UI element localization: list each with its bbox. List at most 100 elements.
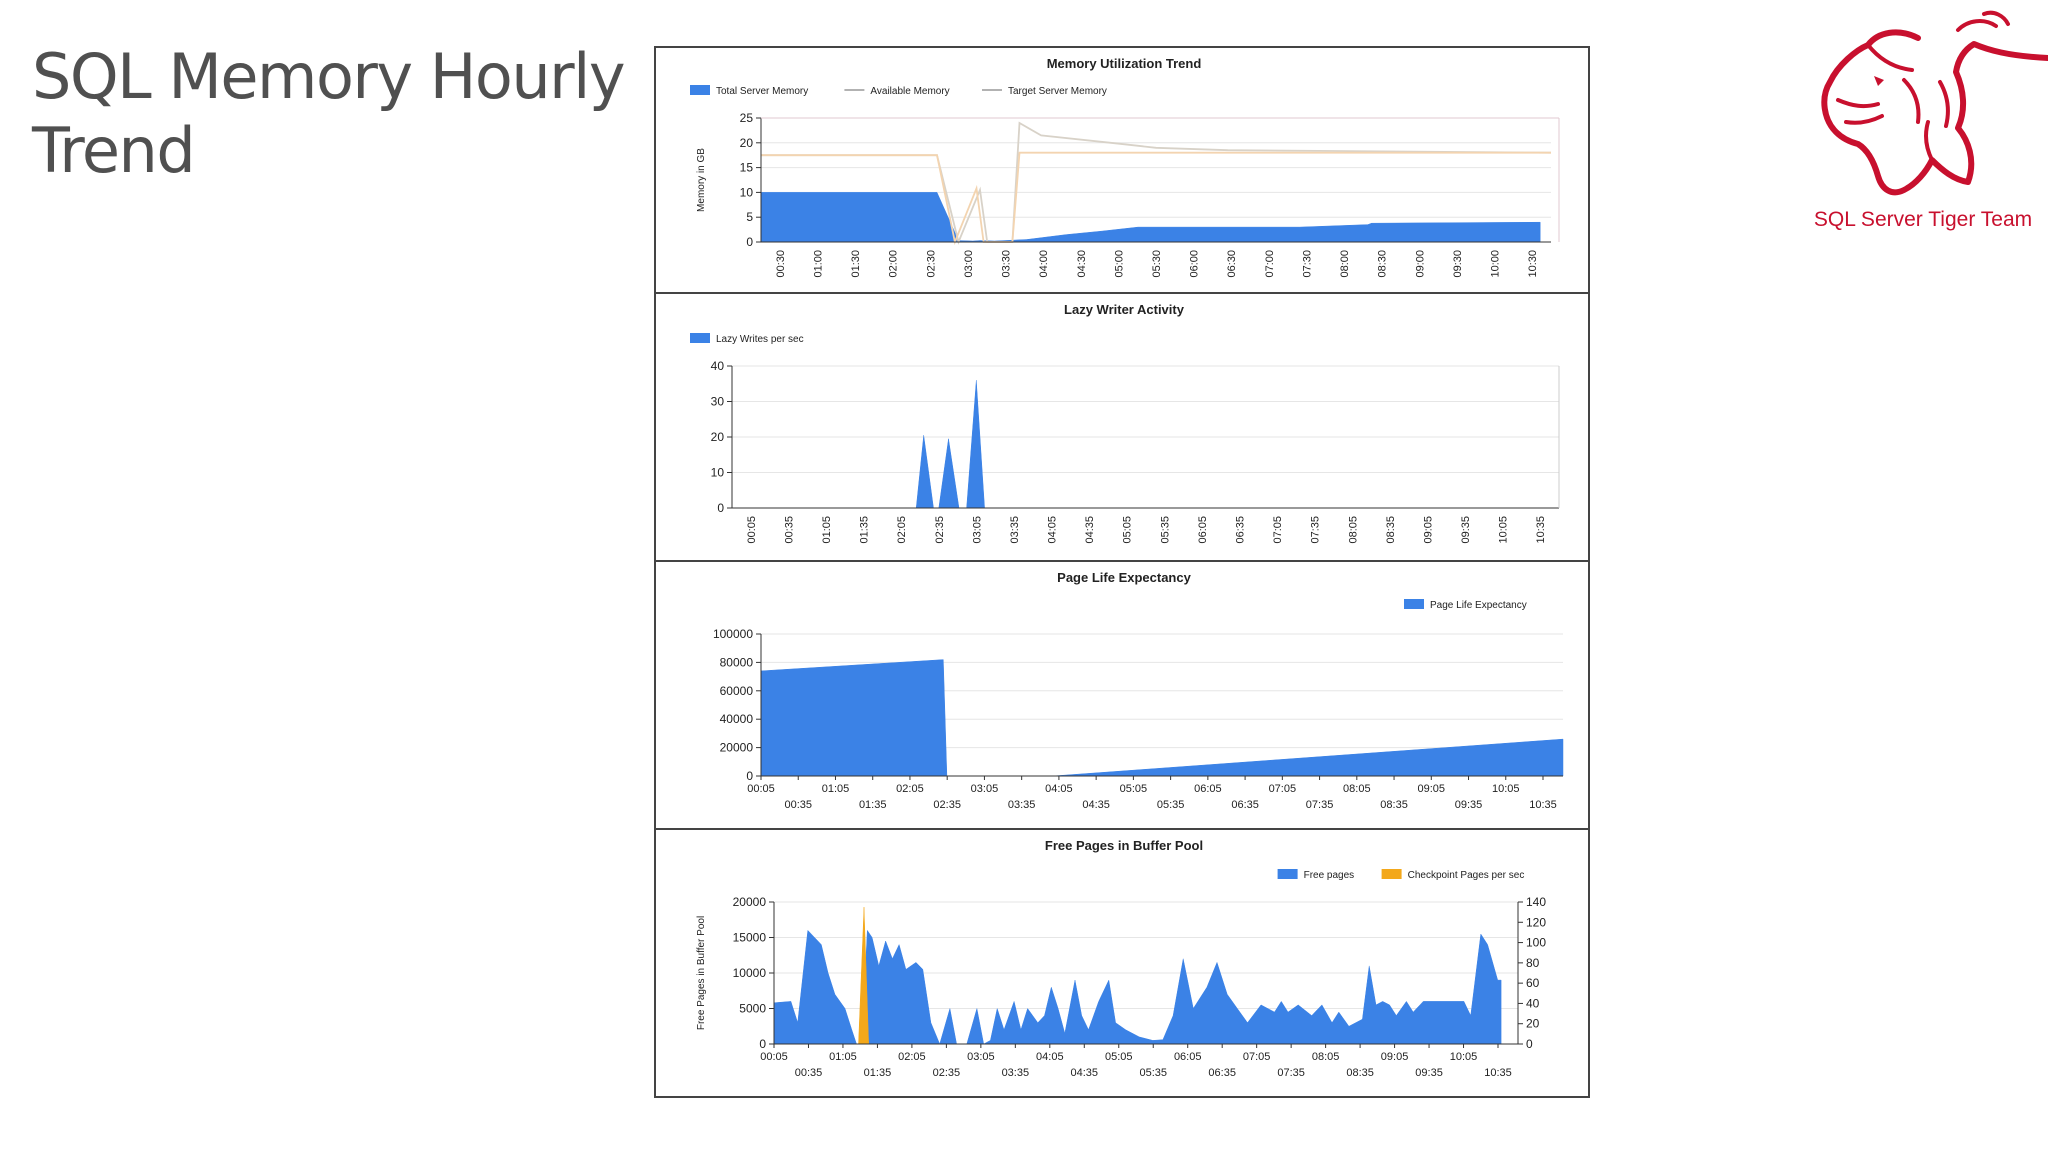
page-life-expectancy-xtick-label: 04:35 <box>1082 799 1110 811</box>
page-life-expectancy-xtick-label: 07:05 <box>1269 783 1297 795</box>
memory-utilization-trend-title: Memory Utilization Trend <box>1047 56 1202 71</box>
lazy-writer-activity-legend-swatch <box>690 333 710 343</box>
lazy-writer-activity-xtick-label: 03:05 <box>971 516 983 544</box>
memory-utilization-trend-xtick-label: 07:00 <box>1264 250 1276 278</box>
page-life-expectancy-ytick-label: 100000 <box>713 627 753 641</box>
memory-utilization-trend-xtick-label: 03:30 <box>1001 250 1013 278</box>
free-pages-in-buffer-pool-y2tick-label: 40 <box>1526 996 1540 1010</box>
page-life-expectancy-xtick-label: 03:05 <box>971 783 999 795</box>
page-life-expectancy-ytick-label: 0 <box>746 769 753 783</box>
page-life-expectancy-xtick-label: 02:05 <box>896 783 924 795</box>
lazy-writer-activity-xtick-label: 02:35 <box>934 516 946 544</box>
free-pages-in-buffer-pool-xtick-label: 07:05 <box>1243 1051 1271 1063</box>
lazy-writer-activity-xtick-label: 07:35 <box>1310 516 1322 544</box>
lazy-writer-activity-xtick-label: 06:05 <box>1197 516 1209 544</box>
lazy-writer-activity-xtick-label: 05:05 <box>1122 516 1134 544</box>
free-pages-in-buffer-pool-xtick-label: 06:05 <box>1174 1051 1202 1063</box>
memory-utilization-trend-ytick-label: 25 <box>740 111 754 125</box>
free-pages-in-buffer-pool-y2tick-label: 120 <box>1526 915 1546 929</box>
free-pages-in-buffer-pool-xtick-label: 03:35 <box>1002 1067 1030 1079</box>
page-life-expectancy-xtick-label: 05:05 <box>1120 783 1148 795</box>
memory-utilization-trend-xtick-label: 02:00 <box>888 250 900 278</box>
free-pages-in-buffer-pool-xtick-label: 06:35 <box>1208 1067 1236 1079</box>
free-pages-in-buffer-pool-xtick-label: 05:05 <box>1105 1051 1133 1063</box>
page-life-expectancy-xtick-label: 10:35 <box>1529 799 1557 811</box>
memory-utilization-trend-xtick-label: 06:30 <box>1226 250 1238 278</box>
page-life-expectancy-title: Page Life Expectancy <box>1057 570 1191 585</box>
free-pages-in-buffer-pool-xtick-label: 02:35 <box>933 1067 961 1079</box>
memory-utilization-trend-legend-label: Target Server Memory <box>1008 86 1107 97</box>
memory-utilization-trend-xtick-label: 05:30 <box>1151 250 1163 278</box>
free-pages-in-buffer-pool-y2tick-label: 20 <box>1526 1017 1540 1031</box>
page-life-expectancy-xtick-label: 06:35 <box>1231 799 1259 811</box>
free-pages-in-buffer-pool-xtick-label: 09:05 <box>1381 1051 1409 1063</box>
memory-utilization-trend-xtick-label: 03:00 <box>963 250 975 278</box>
free-pages-in-buffer-pool-xtick-label: 00:05 <box>760 1051 788 1063</box>
page-life-expectancy-xtick-label: 07:35 <box>1306 799 1334 811</box>
memory-utilization-trend-xtick-label: 04:00 <box>1038 250 1050 278</box>
free-pages-in-buffer-pool-ytick-label: 5000 <box>739 1002 766 1016</box>
lazy-writer-chart: Lazy Writer Activity 0 10 20 30 40 00:05 00:35 0… <box>690 302 1560 544</box>
free-pages-in-buffer-pool-ytick-label: 0 <box>759 1037 766 1051</box>
free-pages-in-buffer-pool-xtick-label: 01:35 <box>864 1067 892 1079</box>
memory-utilization-chart: Memory Utilization Trend 0 5 10 15 20 25 Memory… <box>690 56 1560 278</box>
memory-utilization-trend-xtick-label: 04:30 <box>1076 250 1088 278</box>
page-life-expectancy-ytick-label: 60000 <box>720 684 754 698</box>
lazy-writer-activity-ytick-label: 30 <box>711 395 725 409</box>
page-life-expectancy-xtick-label: 09:05 <box>1418 783 1446 795</box>
memory-utilization-trend-ytick-label: 10 <box>740 185 754 199</box>
memory-utilization-trend-series-total-server-memory <box>760 192 1541 243</box>
free-pages-in-buffer-pool-xtick-label: 01:05 <box>829 1051 857 1063</box>
lazy-writer-activity-ytick-label: 10 <box>711 466 725 480</box>
free-pages-in-buffer-pool-y2tick-label: 100 <box>1526 936 1546 950</box>
free-pages-chart: Free Pages in Buffer Pool 0 5000 10000 15000… <box>696 838 1546 1079</box>
lazy-writer-activity-ytick-label: 20 <box>711 430 725 444</box>
lazy-writer-activity-ytick-label: 0 <box>717 501 724 515</box>
lazy-writer-activity-legend-label: Lazy Writes per sec <box>716 334 804 345</box>
lazy-writer-activity-xtick-label: 03:35 <box>1009 516 1021 544</box>
lazy-writer-activity-xtick-label: 01:35 <box>859 516 871 544</box>
memory-utilization-trend-xtick-label: 08:30 <box>1377 250 1389 278</box>
memory-utilization-trend-ylabel: Memory in GB <box>696 148 707 212</box>
free-pages-in-buffer-pool-y2tick-label: 0 <box>1526 1037 1533 1051</box>
lazy-writer-activity-xtick-label: 08:35 <box>1385 516 1397 544</box>
memory-utilization-trend-series-available-memory <box>761 121 1552 245</box>
memory-utilization-trend-ytick-label: 0 <box>746 235 753 249</box>
free-pages-in-buffer-pool-xtick-label: 08:05 <box>1312 1051 1340 1063</box>
logo-text: SQL Server Tiger Team <box>1813 208 2033 231</box>
page-life-expectancy-series-page-life-expectancy <box>760 659 1564 777</box>
lazy-writer-activity-xtick-label: 09:05 <box>1422 516 1434 544</box>
page-life-expectancy-xtick-label: 08:35 <box>1380 799 1408 811</box>
lazy-writer-activity-xtick-label: 05:35 <box>1159 516 1171 544</box>
free-pages-in-buffer-pool-xtick-label: 05:35 <box>1139 1067 1167 1079</box>
memory-utilization-trend-xtick-label: 02:30 <box>925 250 937 278</box>
free-pages-in-buffer-pool-xtick-label: 04:35 <box>1071 1067 1099 1079</box>
page-life-expectancy-ytick-label: 40000 <box>720 712 754 726</box>
memory-utilization-trend-xtick-label: 09:30 <box>1452 250 1464 278</box>
memory-utilization-trend-xtick-label: 10:00 <box>1490 250 1502 278</box>
lazy-writer-activity-xtick-label: 01:05 <box>821 516 833 544</box>
free-pages-in-buffer-pool-xtick-label: 00:35 <box>795 1067 823 1079</box>
slide-title: SQL Memory Hourly Trend <box>32 40 626 187</box>
free-pages-in-buffer-pool-xtick-label: 10:35 <box>1484 1067 1512 1079</box>
memory-utilization-trend-xtick-label: 10:30 <box>1527 250 1539 278</box>
free-pages-in-buffer-pool-xtick-label: 07:35 <box>1277 1067 1305 1079</box>
free-pages-in-buffer-pool-xtick-label: 08:35 <box>1346 1067 1374 1079</box>
free-pages-in-buffer-pool-legend-label: Checkpoint Pages per sec <box>1408 870 1525 881</box>
memory-utilization-trend-xtick-label: 01:30 <box>850 250 862 278</box>
memory-utilization-trend-legend-label: Total Server Memory <box>716 86 808 97</box>
lazy-writer-activity-xtick-label: 00:35 <box>783 516 795 544</box>
tiger-head-icon <box>1821 10 2048 196</box>
memory-utilization-trend-xtick-label: 00:30 <box>775 250 787 278</box>
memory-utilization-panel: Memory Utilization Trend 0 5 10 15 20 25 Memory… <box>654 46 1590 294</box>
free-pages-in-buffer-pool-xtick-label: 02:05 <box>898 1051 926 1063</box>
page-life-expectancy-ytick-label: 20000 <box>720 741 754 755</box>
page-life-expectancy-xtick-label: 02:35 <box>933 799 961 811</box>
memory-utilization-trend-ytick-label: 15 <box>740 161 754 175</box>
memory-utilization-trend-xtick-label: 07:30 <box>1301 250 1313 278</box>
page-life-expectancy-xtick-label: 08:05 <box>1343 783 1371 795</box>
memory-utilization-trend-legend-swatch <box>690 85 710 95</box>
memory-utilization-trend-xtick-label: 08:00 <box>1339 250 1351 278</box>
lazy-writer-activity-series-lazy-writes-per-sec <box>915 380 985 509</box>
lazy-writer-activity-xtick-label: 06:35 <box>1234 516 1246 544</box>
